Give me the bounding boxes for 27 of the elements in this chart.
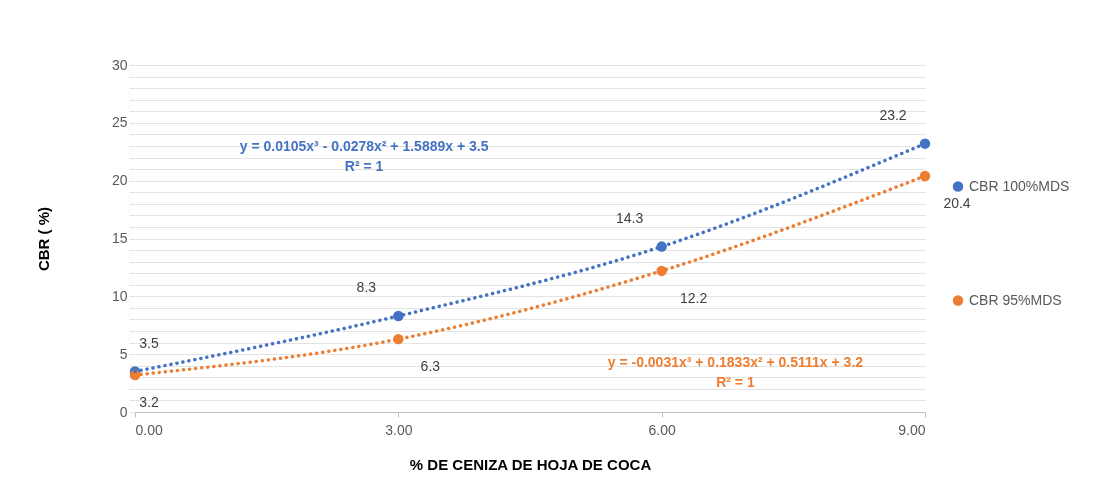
x-tick-label: 9.00 [898, 421, 926, 438]
y-tick-label: 15 [111, 230, 128, 246]
annotation: y = 0.0105x³ - 0.0278x² + 1.5889x + 3.5 [239, 138, 489, 154]
data-label: 3.2 [139, 393, 159, 410]
y-tick-label: 20 [111, 172, 128, 189]
legend-label: CBR 95%MDS [969, 291, 1062, 308]
annotation: R² = 1 [344, 158, 384, 174]
x-tick-label: 0.00 [135, 421, 163, 438]
x-tick-label: 3.00 [385, 421, 413, 438]
y-tick-label: 25 [111, 114, 128, 131]
y-tick-label: 5 [119, 345, 128, 362]
data-label: 23.2 [879, 106, 907, 123]
data-label: 6.3 [420, 358, 441, 375]
data-label: 20.4 [943, 195, 971, 212]
x-axis-title: % DE CENIZA DE HOJA DE COCA [409, 455, 652, 473]
y-tick-label: 30 [111, 56, 128, 73]
data-label: 14.3 [616, 209, 644, 226]
data-label: 3.5 [139, 334, 159, 351]
y-tick-label: 0 [119, 403, 128, 420]
data-label: 12.2 [680, 289, 708, 306]
legend-label: CBR 100%MDS [969, 177, 1070, 194]
annotation: R² = 1 [716, 374, 755, 390]
data-label: 8.3 [356, 279, 377, 295]
y-tick-label: 10 [111, 287, 128, 304]
x-tick-label: 6.00 [648, 421, 676, 438]
annotation: y = -0.0031x³ + 0.1833x² + 0.5111x + 3.2 [607, 354, 864, 370]
y-axis-title: CBR ( %) [34, 206, 52, 272]
